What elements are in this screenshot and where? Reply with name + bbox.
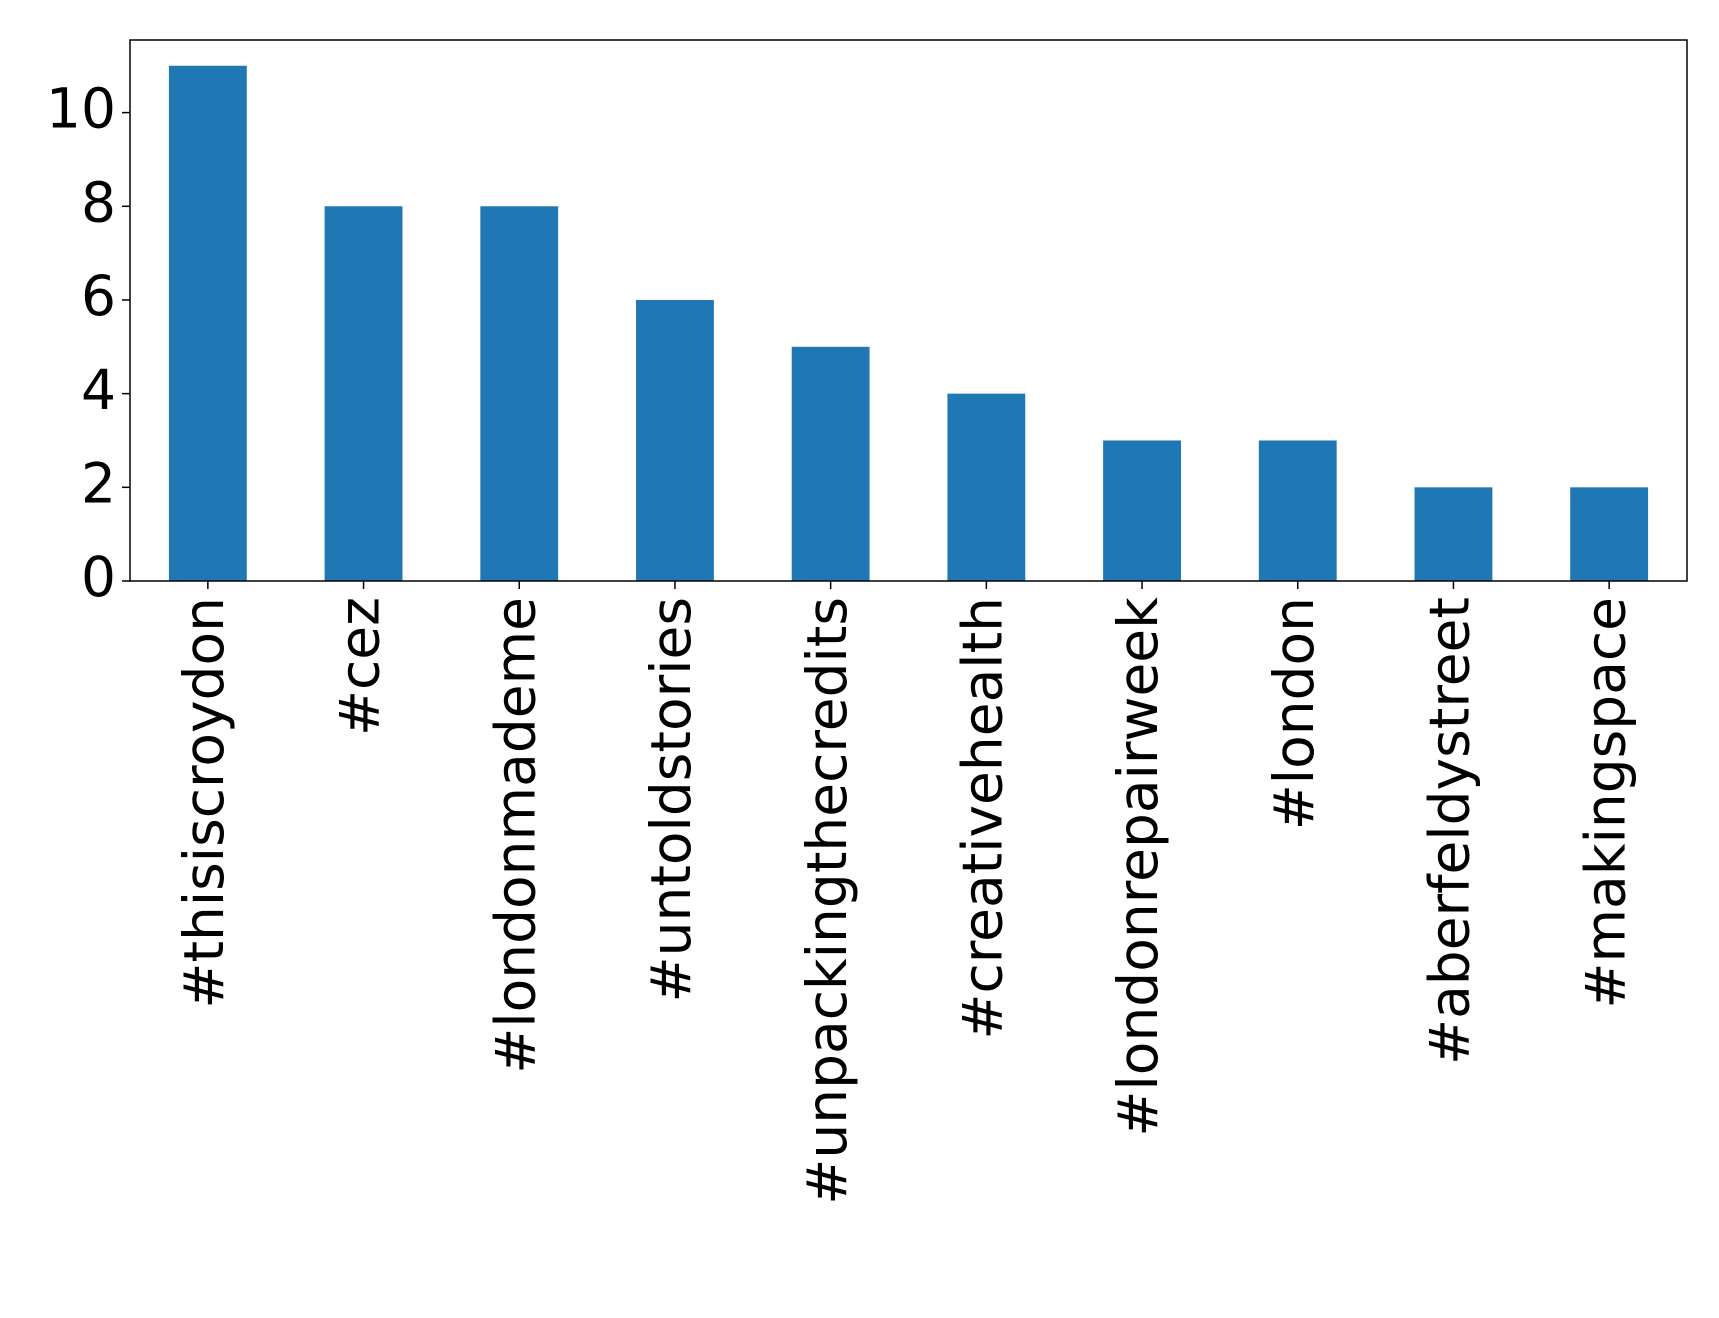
- y-tick-label: 6: [81, 264, 116, 328]
- x-tick-label: #aberfeldystreet: [1418, 597, 1482, 1065]
- bar: [480, 206, 559, 582]
- x-tick-label: #londonrepairweek: [1106, 597, 1170, 1137]
- plot-frame: [129, 39, 1688, 582]
- bar: [791, 346, 870, 581]
- bar: [1258, 440, 1337, 581]
- x-tick-label: #london: [1262, 597, 1326, 830]
- bar: [1414, 487, 1493, 581]
- y-tick-label: 8: [81, 170, 116, 234]
- bar: [1570, 487, 1649, 581]
- bar: [947, 393, 1026, 581]
- bar: [168, 65, 247, 581]
- x-tick-label: #londonmademe: [483, 597, 547, 1074]
- y-tick-label: 10: [46, 77, 116, 141]
- bar: [324, 206, 403, 582]
- x-tick-label: #cez: [328, 597, 392, 736]
- bar: [636, 299, 714, 581]
- x-tick-label: #thisiscroydon: [172, 597, 236, 1009]
- y-tick-label: 0: [81, 545, 116, 609]
- x-tick-label: #creativehealth: [950, 597, 1014, 1040]
- y-tick-label: 2: [81, 451, 116, 515]
- y-tick-label: 4: [81, 358, 116, 422]
- x-tick-label: #unpackingthecredits: [795, 597, 859, 1205]
- x-tick-label: #makingspace: [1573, 597, 1637, 1009]
- x-tick-label: #untoldstories: [639, 597, 703, 1002]
- bar: [1103, 440, 1181, 581]
